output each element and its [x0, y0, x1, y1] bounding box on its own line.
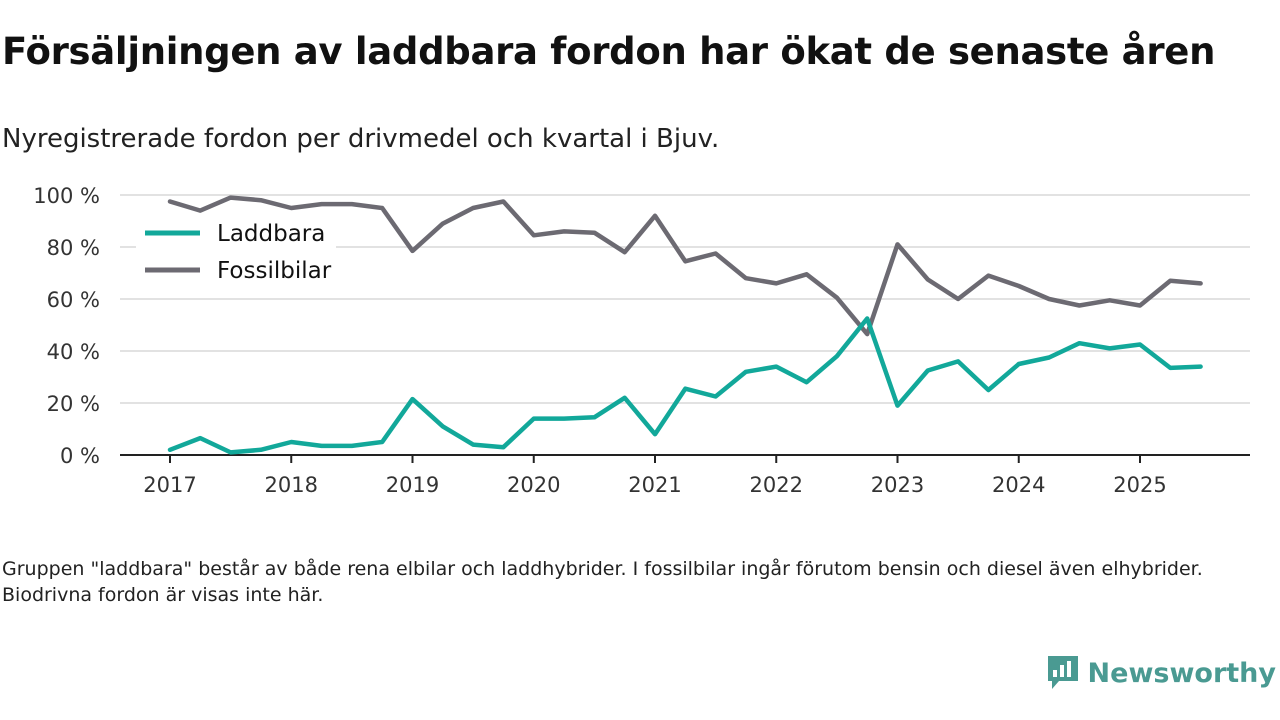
footnote: Gruppen "laddbara" består av både rena e… [2, 558, 1203, 606]
x-tick-label: 2022 [750, 473, 803, 497]
legend-label-fossilbilar: Fossilbilar [217, 258, 332, 284]
chart-title: Försäljningen av laddbara fordon har öka… [2, 30, 1216, 73]
y-tick-label: 100 % [33, 184, 100, 208]
legend: Laddbara Fossilbilar [136, 216, 336, 287]
x-tick-label: 2023 [871, 473, 924, 497]
legend-label-laddbara: Laddbara [217, 221, 325, 247]
x-axis: 2017 2018 2019 2020 2021 2022 2023 2024 2025 [120, 454, 1250, 497]
series-line-laddbara [167, 316, 1203, 455]
y-tick-label: 0 % [60, 444, 100, 468]
x-tick-label: 2020 [507, 473, 560, 497]
newsworthy-logo-icon [1047, 656, 1078, 689]
x-tick-label: 2019 [386, 473, 439, 497]
x-tick-label: 2018 [265, 473, 318, 497]
brand-name: Newsworthy [1087, 657, 1276, 689]
y-tick-label: 20 % [47, 392, 100, 416]
x-tick-label: 2021 [628, 473, 681, 497]
y-tick-label: 60 % [47, 288, 100, 312]
series-line-fossilbilar [167, 195, 1203, 337]
newsworthy-logo: Newsworthy [1046, 654, 1276, 692]
x-tick-label: 2025 [1113, 473, 1166, 497]
y-tick-label: 80 % [47, 236, 100, 260]
x-tick-label: 2017 [143, 473, 196, 497]
chart-subtitle: Nyregistrerade fordon per drivmedel och … [2, 124, 720, 154]
series-lines [167, 195, 1203, 455]
y-tick-label: 40 % [47, 340, 100, 364]
y-axis: 0 % 20 % 40 % 60 % 80 % 100 % [33, 184, 100, 468]
x-tick-label: 2024 [992, 473, 1045, 497]
line-chart: 0 % 20 % 40 % 60 % 80 % 100 % 2017 2018 2019 202… [33, 184, 1250, 497]
